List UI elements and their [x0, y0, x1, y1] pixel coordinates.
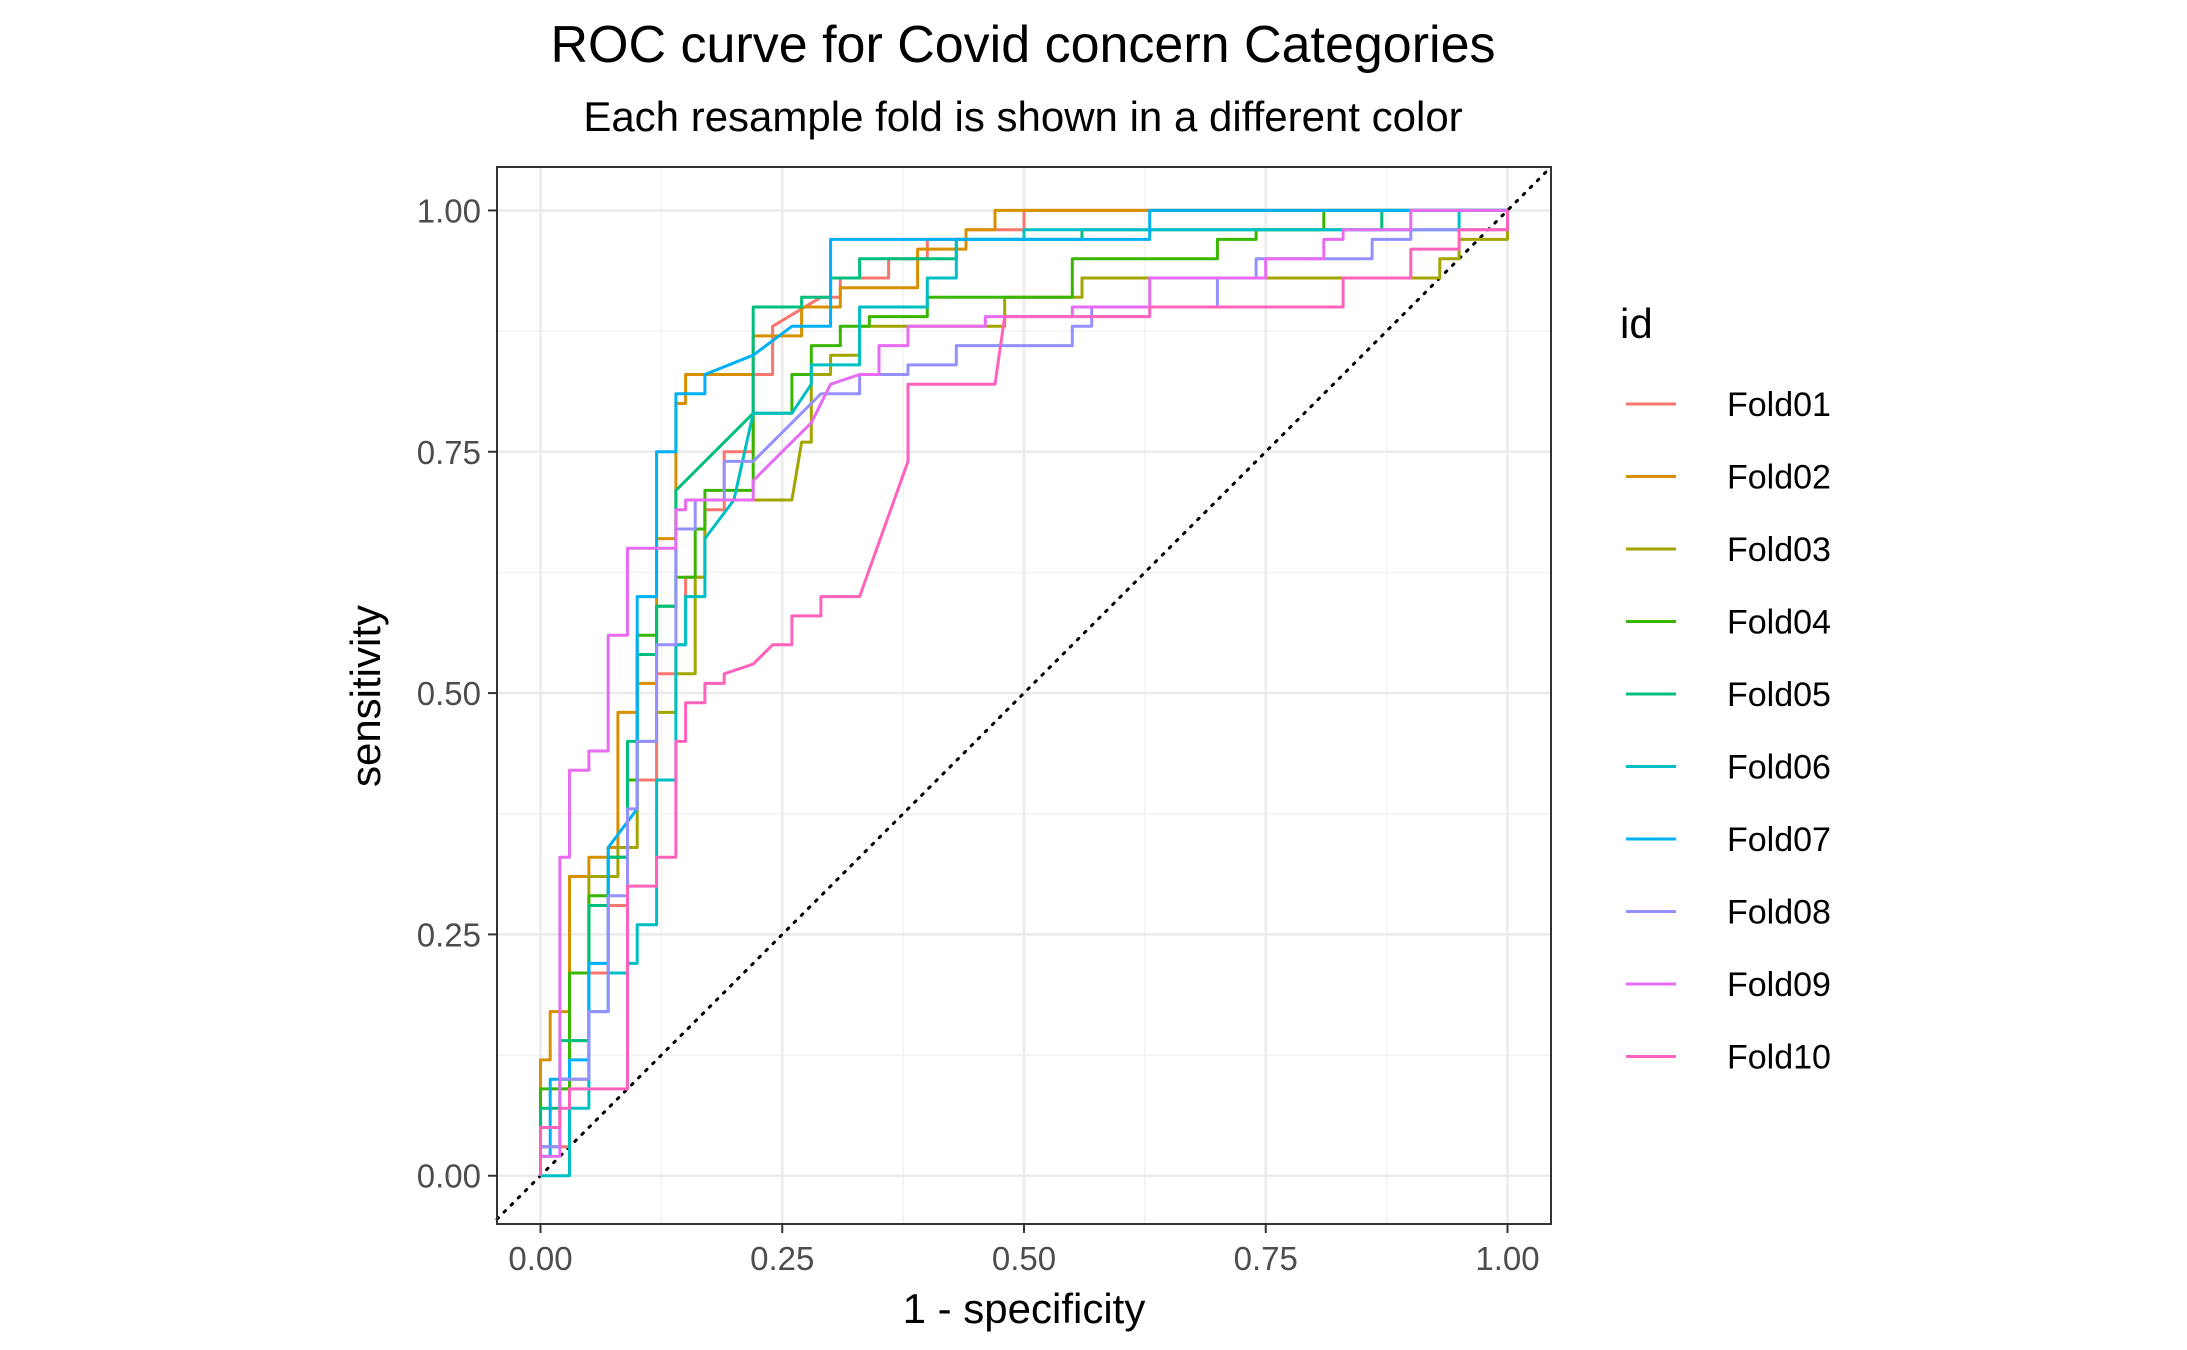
grid-lines — [497, 167, 1551, 1224]
legend: id Fold01 Fold02 Fold03 Fold04 Fold05 Fold06 F… — [1620, 300, 1831, 1077]
x-tick-label: 0.50 — [992, 1240, 1056, 1277]
legend-label: Fold01 — [1727, 386, 1831, 424]
roc-series — [539, 208, 1509, 1178]
legend-label: Fold08 — [1727, 894, 1831, 932]
series-line-fold08 — [539, 210, 1509, 1176]
reference-diagonal — [495, 165, 1553, 1221]
x-tick-label: 0.25 — [750, 1240, 814, 1277]
y-tick-label: 1.00 — [417, 192, 481, 229]
series-line-fold02 — [539, 208, 1508, 1176]
reference-line — [495, 165, 1553, 1221]
legend-label: Fold07 — [1727, 821, 1831, 859]
legend-label: Fold03 — [1727, 531, 1831, 569]
legend-label: Fold05 — [1727, 676, 1831, 714]
series-line-fold09 — [539, 208, 1508, 1176]
legend-label: Fold04 — [1727, 604, 1831, 642]
x-tick-label: 1.00 — [1475, 1240, 1539, 1277]
x-tick-label: 0.00 — [508, 1240, 572, 1277]
chart-title: ROC curve for Covid concern Categories — [550, 16, 1495, 74]
y-tick-label: 0.25 — [417, 916, 481, 953]
axis-ticks: 0.00 0.25 0.50 0.75 1.00 0.00 0.25 0.50 0.75 1.00 — [417, 192, 1540, 1277]
x-axis-label: 1 - specificity — [903, 1285, 1146, 1332]
y-tick-label: 0.00 — [417, 1158, 481, 1195]
legend-title: id — [1620, 300, 1653, 347]
legend-label: Fold02 — [1727, 459, 1831, 497]
legend-label: Fold10 — [1727, 1039, 1831, 1077]
legend-label: Fold09 — [1727, 966, 1831, 1004]
y-tick-label: 0.75 — [417, 434, 481, 471]
series-line-fold01 — [539, 208, 1508, 1176]
y-tick-label: 0.50 — [417, 675, 481, 712]
series-line-fold10 — [539, 210, 1509, 1176]
y-axis-label: sensitivity — [342, 605, 389, 787]
chart-subtitle: Each resample fold is shown in a differe… — [583, 93, 1462, 140]
x-tick-label: 0.75 — [1234, 1240, 1298, 1277]
legend-label: Fold06 — [1727, 749, 1831, 787]
